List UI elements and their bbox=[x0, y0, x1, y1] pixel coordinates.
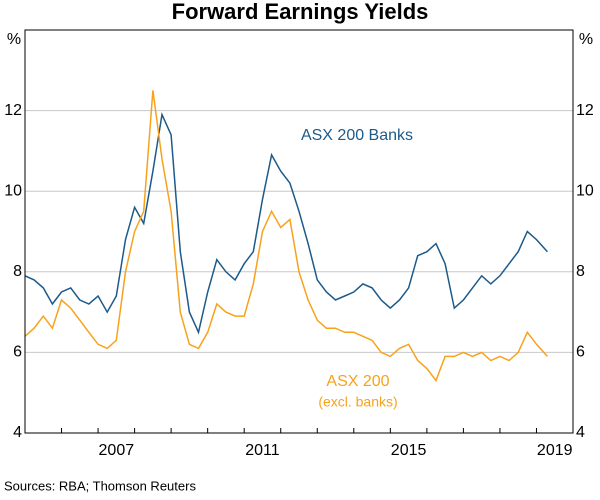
series-line bbox=[24, 112, 548, 335]
series-line bbox=[24, 90, 548, 383]
y-tick-label-right: 4 bbox=[576, 424, 585, 441]
y-tick-label-right: 10 bbox=[576, 182, 594, 199]
y-unit-right: % bbox=[579, 31, 593, 48]
series-label: ASX 200 Banks bbox=[301, 127, 413, 144]
y-tick-label-right: 8 bbox=[576, 263, 585, 280]
y-tick-label: 4 bbox=[13, 424, 22, 441]
y-tick-label: 8 bbox=[13, 263, 22, 280]
y-tick-label: 12 bbox=[4, 102, 22, 119]
chart-title: Forward Earnings Yields bbox=[172, 0, 429, 24]
series-label: ASX 200 bbox=[326, 373, 389, 390]
source-note: Sources: RBA; Thomson Reuters bbox=[4, 478, 196, 493]
x-tick-label: 2007 bbox=[99, 442, 135, 459]
y-tick-label: 6 bbox=[13, 344, 22, 361]
plot-frame bbox=[24, 29, 574, 434]
y-tick-label-right: 12 bbox=[576, 102, 594, 119]
x-tick-label: 2019 bbox=[537, 442, 573, 459]
y-tick-label: 10 bbox=[4, 182, 22, 199]
y-unit-left: % bbox=[7, 31, 21, 48]
x-tick-label: 2015 bbox=[391, 442, 427, 459]
x-tick-label: 2011 bbox=[245, 442, 280, 459]
y-tick-label-right: 6 bbox=[576, 344, 585, 361]
series-sublabel: (excl. banks) bbox=[318, 394, 397, 410]
